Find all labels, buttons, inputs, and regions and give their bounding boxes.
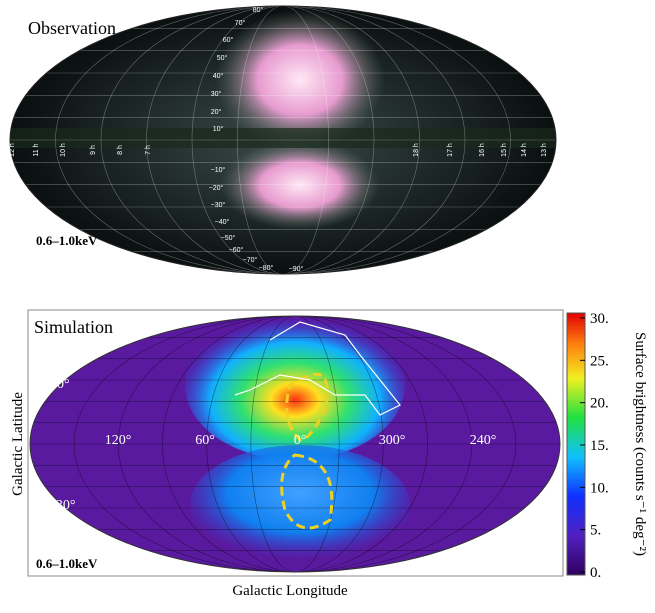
dec-label: −20°: [209, 184, 224, 192]
hour-label: 17 h: [447, 143, 454, 157]
colorbar-tick-label: 25.: [590, 353, 609, 369]
hour-label: 12 h: [9, 143, 16, 157]
colorbar-tick-label: 15.: [590, 438, 609, 454]
hour-label: 15 h: [501, 143, 508, 157]
longitude-label: 120°: [105, 433, 132, 448]
dec-label: 20°: [211, 108, 222, 116]
dec-label: −70°: [243, 256, 258, 264]
colorbar-tick-label: 0.: [590, 565, 601, 581]
observation-map: [10, 6, 556, 274]
hour-label: 11 h: [33, 143, 40, 156]
grid-meridian: [237, 6, 329, 274]
dec-label: 70°: [235, 19, 246, 27]
dec-label: −80°: [259, 264, 274, 272]
hour-label: 16 h: [479, 143, 486, 157]
dec-label: −90°: [289, 265, 304, 273]
hour-label: 7 h: [145, 145, 152, 155]
grid-meridian: [191, 6, 375, 274]
longitude-label: 240°: [470, 433, 497, 448]
band-label: 0.6–1.0keV: [36, 556, 98, 571]
dec-label: −10°: [211, 166, 226, 174]
simulation-map: [30, 316, 560, 572]
colorbar-tick-label: 30.: [590, 311, 609, 327]
dec-label: −40°: [215, 218, 230, 226]
dec-label: −30°: [211, 201, 226, 209]
latitude-label: 30°: [50, 377, 70, 392]
dec-label: 80°: [253, 6, 264, 14]
longitude-label: 300°: [379, 433, 406, 448]
colorbar-label: Surface brightness (counts s⁻¹ deg⁻²): [632, 332, 648, 556]
longitude-label: 60°: [195, 433, 215, 448]
panel-title: Simulation: [34, 317, 113, 337]
observed-edge: [234, 321, 401, 416]
latitude-label: −30°: [48, 498, 76, 513]
colorbar-tick-label: 5.: [590, 523, 601, 539]
map-border: [9, 5, 557, 275]
hour-label: 9 h: [90, 145, 97, 155]
bubble-outline: [280, 372, 334, 530]
panel-title: Observation: [28, 18, 116, 38]
map-border: [29, 315, 561, 573]
hour-label: 13 h: [541, 143, 548, 157]
dec-label: 10°: [213, 125, 224, 133]
colorbar-tick-label: 20.: [590, 396, 609, 412]
latitude-label: −60°: [66, 544, 94, 559]
dec-label: −60°: [229, 246, 244, 254]
dec-label: 30°: [211, 90, 222, 98]
colorbar-tick-label: 10.: [590, 480, 609, 496]
x-axis-label: Galactic Longitude: [232, 583, 348, 599]
hour-label: 10 h: [60, 143, 67, 157]
y-axis-label: Galactic Latitude: [10, 392, 26, 496]
dec-label: −50°: [221, 234, 236, 242]
hour-label: 18 h: [413, 143, 420, 157]
band-label: 0.6–1.0keV: [36, 233, 98, 248]
grid-meridian: [100, 6, 466, 274]
dec-label: 60°: [223, 36, 234, 44]
colorbar: [566, 312, 586, 576]
hour-label: 8 h: [117, 145, 124, 155]
dec-label: 50°: [217, 54, 228, 62]
hour-label: 14 h: [521, 143, 528, 157]
panel-frame: [27, 309, 564, 577]
grid-meridian: [146, 6, 420, 274]
latitude-label: 60°: [68, 331, 88, 346]
dec-label: 40°: [213, 72, 224, 80]
longitude-label: 0°: [294, 433, 307, 448]
grid-meridian: [55, 6, 511, 274]
